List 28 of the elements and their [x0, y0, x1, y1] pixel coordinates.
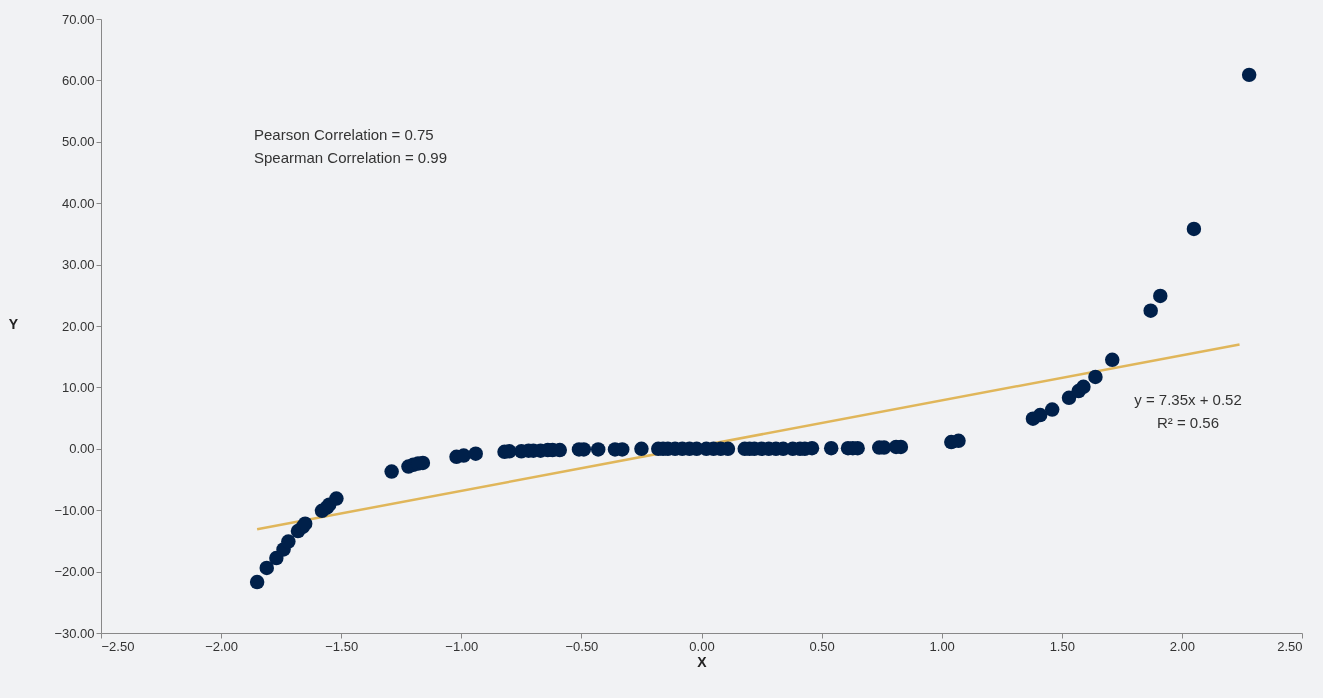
- y-tick-label: 30.00: [61, 257, 95, 273]
- x-tick-label: −2.00: [205, 638, 239, 654]
- annotation: y = 7.35x + 0.52: [1134, 391, 1242, 408]
- y-axis-title: Y: [8, 315, 19, 332]
- x-axis-title: X: [697, 653, 708, 670]
- y-tick-label: 0.00: [69, 441, 95, 457]
- x-tick-label: −1.00: [445, 638, 479, 654]
- y-tick-label: −10.00: [54, 502, 95, 518]
- y-tick-label: 70.00: [61, 11, 95, 27]
- x-tick-label: −2.50: [101, 638, 135, 654]
- x-tick-label: −0.50: [565, 638, 599, 654]
- x-tick-label: 2.00: [1169, 638, 1196, 654]
- y-tick-label: −30.00: [54, 625, 95, 641]
- y-tick-label: 10.00: [61, 379, 95, 395]
- y-tick-label: 50.00: [61, 134, 95, 150]
- x-tick-label: 1.00: [929, 638, 955, 654]
- x-tick-label: 0.00: [689, 638, 715, 654]
- y-tick-label: 40.00: [61, 195, 95, 211]
- y-tick-label: 60.00: [61, 72, 95, 88]
- x-tick-label: 0.50: [809, 638, 835, 654]
- y-tick-label: −20.00: [54, 564, 95, 580]
- annotation: Pearson Correlation = 0.75: [254, 126, 434, 143]
- annotation: R² = 0.56: [1156, 414, 1220, 431]
- x-tick-label: 1.50: [1049, 638, 1075, 654]
- annotation: Spearman Correlation = 0.99: [254, 149, 448, 166]
- x-tick-label: 2.50: [1277, 638, 1303, 654]
- y-tick-label: 20.00: [61, 318, 95, 334]
- x-tick-label: −1.50: [325, 638, 359, 654]
